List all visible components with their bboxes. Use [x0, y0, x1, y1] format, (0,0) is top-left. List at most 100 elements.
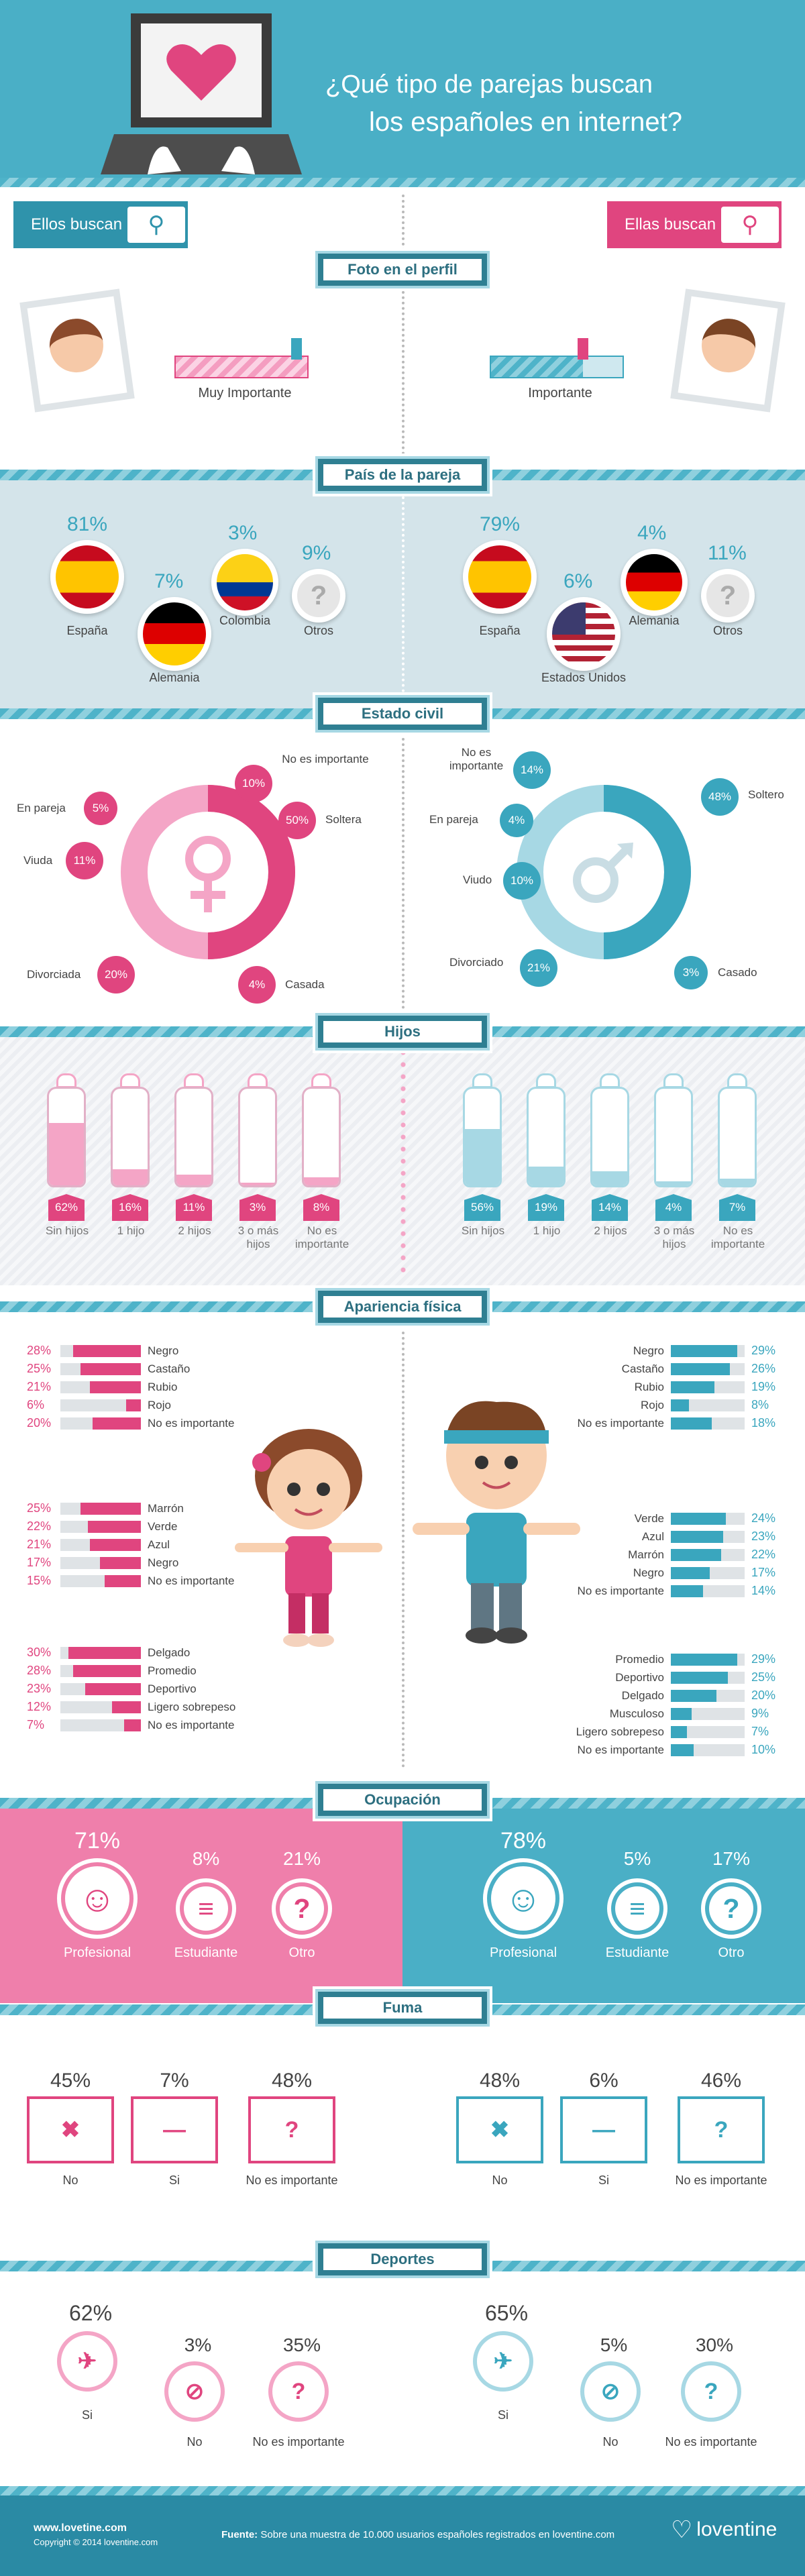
estado-right-name-4: Viudo: [463, 873, 492, 886]
apar-right_body-pct-4: 7%: [751, 1725, 769, 1738]
apar-right_hair-pct-3: 8%: [751, 1398, 769, 1411]
hijos-left-name-4: No es importante: [294, 1224, 350, 1250]
pais-right-name-0: España: [479, 624, 521, 637]
bottle-nipple-icon: [600, 1073, 620, 1088]
bar-fill: [105, 1575, 141, 1587]
apar-right_eyes-bar-2: [671, 1549, 745, 1561]
apar-left_hair-pct-4: 20%: [27, 1416, 52, 1430]
apar-left_eyes-name-1: Verde: [148, 1520, 178, 1533]
ocu-right-pct-2: 17%: [712, 1848, 751, 1869]
footer-fuente-label: Fuente:: [221, 2529, 258, 2540]
foto-left-marker: [291, 338, 303, 360]
apar-left_hair-name-0: Negro: [148, 1344, 179, 1357]
section-title-estado: Estado civil: [315, 695, 490, 733]
apar-left_body-bar-2: [60, 1683, 141, 1695]
section-title-pais: País de la pareja: [315, 456, 490, 494]
footer-fuente-text: Sobre una muestra de 10.000 usuarios esp…: [260, 2529, 615, 2540]
estado-right-pct-5: 4%: [500, 804, 533, 837]
section-title-deportes: Deportes: [315, 2241, 490, 2278]
apar-left_hair-bar-1: [60, 1363, 141, 1375]
apar-left_eyes-bar-2: [60, 1539, 141, 1551]
bottle-nipple-icon: [184, 1073, 204, 1088]
estado-left-pct-0: 10%: [235, 765, 272, 802]
pais-left-pct-1: 7%: [154, 570, 184, 592]
magnifier-icon: ⚲: [127, 207, 185, 243]
bottle-fill: [304, 1177, 339, 1185]
pais-left-name-0: España: [66, 624, 108, 637]
ocu-right-pct-0: 78%: [500, 1828, 547, 1854]
apar-right_eyes-pct-4: 14%: [751, 1584, 776, 1597]
estado-left-name-0: No es importante: [282, 753, 369, 765]
apar-right_hair-name-4: No es importante: [577, 1417, 664, 1430]
bottle-right-4: [718, 1087, 757, 1187]
no-running-icon: ⊘: [164, 2361, 225, 2422]
bar-fill: [671, 1399, 690, 1411]
apar-left_body-name-3: Ligero sobrepeso: [148, 1701, 236, 1713]
runner-icon: ✈: [473, 2331, 533, 2392]
bar-fill: [87, 1521, 141, 1533]
pais-right-pct-3: 11%: [708, 542, 747, 564]
estado-left-name-1: Soltera: [325, 813, 362, 826]
pais-left-pct-2: 3%: [228, 522, 258, 544]
question-icon: ?: [701, 569, 755, 623]
hijos-right-name-3: 3 o más hijos: [653, 1224, 695, 1250]
dep-right-pct-0: 65%: [484, 2301, 529, 2325]
apar-right_hair-bar-3: [671, 1399, 745, 1411]
apar-left_body-pct-1: 28%: [27, 1664, 52, 1677]
dep-left-name-1: No: [186, 2435, 203, 2449]
heart-divider: [400, 1046, 407, 1275]
estado-left-pct-4: 11%: [66, 842, 103, 879]
apar-left_eyes-pct-2: 21%: [27, 1538, 52, 1551]
apar-left_hair-pct-1: 25%: [27, 1362, 52, 1375]
bar-fill: [90, 1539, 141, 1551]
apar-left_eyes-name-4: No es importante: [148, 1574, 235, 1587]
foto-right-marker: [578, 338, 589, 360]
ocu-left-pct-1: 8%: [192, 1848, 220, 1869]
boy-photo-frame: [670, 288, 786, 413]
apar-left_hair-bar-0: [60, 1345, 141, 1357]
apar-right_eyes-pct-0: 24%: [751, 1511, 776, 1525]
apar-right_body-name-5: No es importante: [577, 1743, 664, 1756]
apar-right_eyes-name-1: Azul: [641, 1530, 664, 1543]
bar-fill: [671, 1708, 692, 1720]
apar-left_eyes-pct-1: 22%: [27, 1519, 52, 1533]
apar-left_eyes-bar-4: [60, 1575, 141, 1587]
apar-right_eyes-name-0: Verde: [634, 1512, 664, 1525]
estado-right-name-2: Casado: [718, 966, 757, 979]
bottle-fill: [720, 1178, 755, 1185]
bottle-nipple-icon: [120, 1073, 140, 1088]
bottle-fill: [113, 1169, 148, 1185]
apar-right_hair-name-0: Negro: [633, 1344, 664, 1357]
apar-right_eyes-pct-3: 17%: [751, 1566, 776, 1579]
center-divider: [402, 195, 405, 476]
footer-brand: loventine: [696, 2518, 777, 2540]
fuma-right-pct-1: 6%: [589, 2070, 619, 2092]
bar-fill: [99, 1557, 141, 1569]
ocu-right-icon-0: ☺: [483, 1858, 564, 1939]
apar-right_body-bar-0: [671, 1654, 745, 1666]
dep-right-name-2: No es importante: [665, 2435, 757, 2449]
hijos-right-pct-3: 4%: [655, 1194, 692, 1221]
no-smoking-icon: ✖: [456, 2096, 543, 2163]
apar-left_eyes-bar-0: [60, 1503, 141, 1515]
bar-fill: [671, 1531, 724, 1543]
ocu-left-pct-0: 71%: [74, 1828, 121, 1854]
ocu-left-name-1: Estudiante: [174, 1945, 238, 1960]
pais-left-pct-0: 81%: [67, 513, 108, 535]
section-title-ocupacion: Ocupación: [315, 1781, 490, 1819]
estado-left-pct-3: 20%: [97, 956, 135, 994]
bar-fill: [671, 1690, 716, 1702]
footer-stripe: [0, 2486, 805, 2496]
apar-right_eyes-name-2: Marrón: [628, 1548, 664, 1561]
estado-right-name-5: En pareja: [429, 813, 478, 826]
bar-fill: [90, 1381, 141, 1393]
hijos-right-name-0: Sin hijos: [461, 1224, 505, 1237]
hijos-left-name-2: 2 hijos: [178, 1224, 211, 1237]
usa-flag-icon: [547, 597, 621, 671]
bottle-left-0: [47, 1087, 86, 1187]
bar-fill: [671, 1345, 737, 1357]
apar-left_eyes-name-2: Azul: [148, 1538, 170, 1551]
apar-right_eyes-pct-1: 23%: [751, 1529, 776, 1543]
colombia-flag-icon: [211, 549, 278, 616]
question-icon: ?: [280, 1886, 324, 1931]
